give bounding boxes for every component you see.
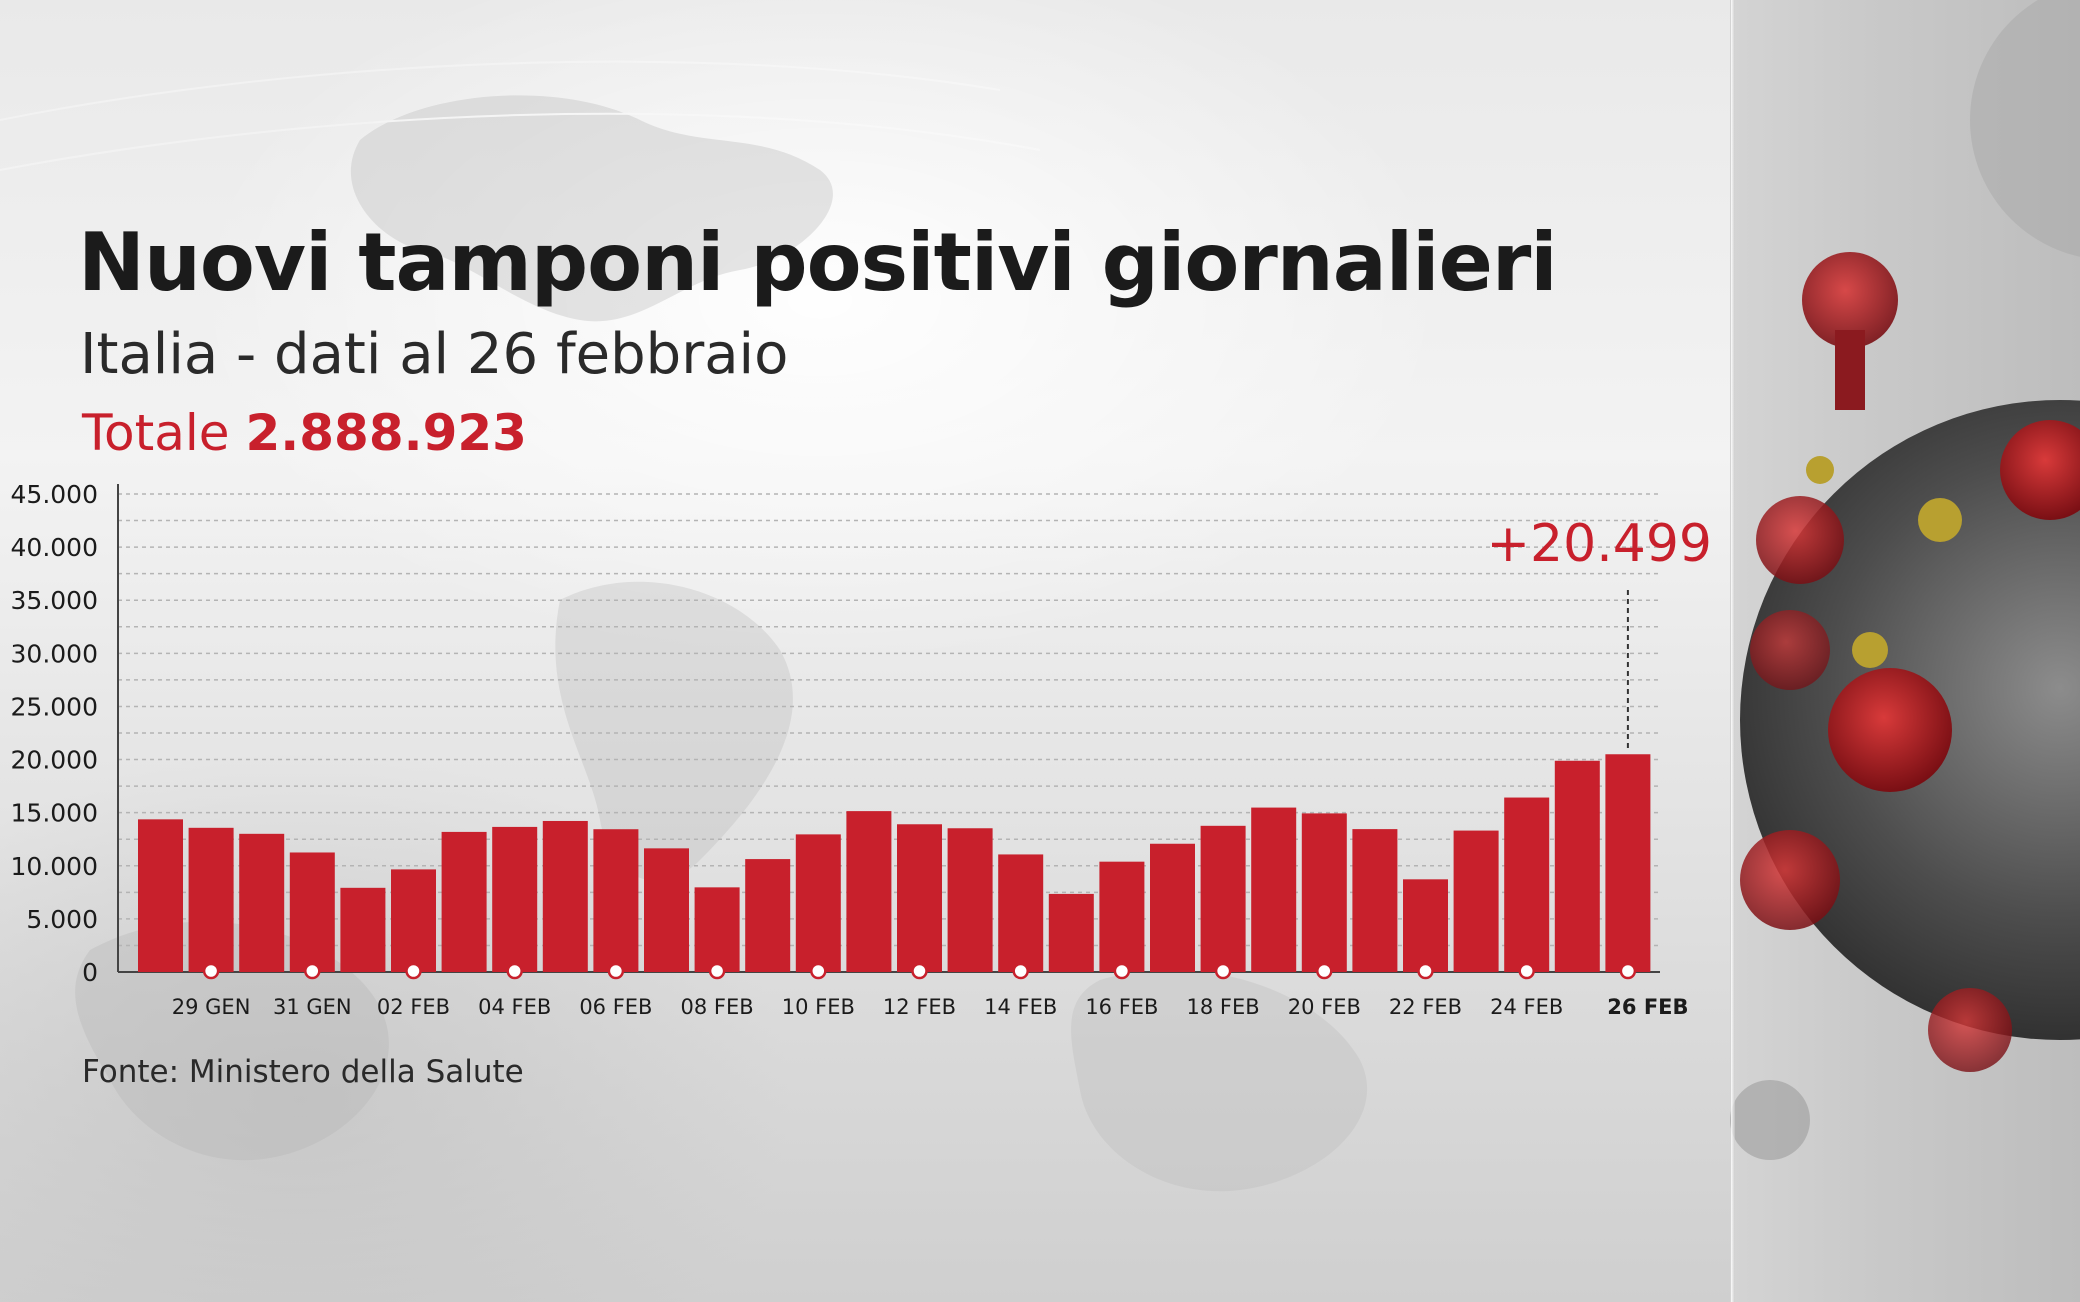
bar-12-feb xyxy=(897,824,942,972)
bar-06-feb xyxy=(593,829,639,972)
x-tick-marker xyxy=(911,962,928,980)
x-tick-label: 18 FEB xyxy=(1187,995,1260,1019)
x-tick-marker xyxy=(1012,962,1029,980)
x-tick-marker xyxy=(202,962,220,980)
y-tick-label: 15.000 xyxy=(11,799,98,828)
bar-10-feb xyxy=(795,834,841,972)
coronavirus-illustration-panel xyxy=(1730,0,2080,1302)
x-tick-marker xyxy=(607,962,625,980)
x-tick-marker xyxy=(506,962,523,980)
bar-26-feb xyxy=(1605,754,1651,972)
bar-28-gen xyxy=(138,819,183,972)
x-tick-label: 22 FEB xyxy=(1389,995,1462,1019)
bar-07-feb xyxy=(644,848,689,972)
y-tick-label: 25.000 xyxy=(11,692,98,721)
y-tick-label: 20.000 xyxy=(11,746,98,775)
y-tick-label: 30.000 xyxy=(11,639,98,668)
x-tick-marker xyxy=(708,962,726,980)
x-tick-label: 31 GEN xyxy=(273,995,352,1019)
bars xyxy=(138,754,1651,972)
latest-value-callout: +20.499 xyxy=(1486,514,1712,574)
bar-20-feb xyxy=(1301,813,1347,972)
bar-08-feb xyxy=(694,887,740,972)
bar-03-feb xyxy=(441,831,487,972)
bar-05-feb xyxy=(542,820,588,972)
background-glow xyxy=(0,0,1740,1302)
bar-31-gen xyxy=(289,852,335,972)
y-axis-tick-labels: 0 5.000 10.000 15.000 20.000 25.000 30.000 35.0… xyxy=(11,480,98,987)
x-tick-marker xyxy=(1214,962,1232,980)
x-tick-marker xyxy=(304,962,321,980)
bar-11-feb xyxy=(846,811,892,972)
y-tick-label: 45.000 xyxy=(11,480,98,509)
x-tick-label: 20 FEB xyxy=(1288,995,1361,1019)
x-tick-label: 10 FEB xyxy=(782,995,855,1019)
y-tick-label: 40.000 xyxy=(11,533,98,562)
x-tick-label: 24 FEB xyxy=(1490,995,1563,1019)
x-tick-marker xyxy=(1417,962,1434,980)
bar-02-feb xyxy=(391,869,436,972)
x-tick-label: 12 FEB xyxy=(883,995,956,1019)
bar-24-feb xyxy=(1504,797,1550,972)
bar-21-feb xyxy=(1352,829,1398,972)
x-tick-label: 04 FEB xyxy=(478,995,551,1019)
x-tick-label: 16 FEB xyxy=(1085,995,1158,1019)
x-tick-label: 06 FEB xyxy=(579,995,652,1019)
x-tick-markers xyxy=(202,962,1637,980)
chart-title: Nuovi tamponi positivi giornalieri xyxy=(78,216,1558,309)
x-tick-label: 08 FEB xyxy=(681,995,754,1019)
y-tick-label: 10.000 xyxy=(11,852,98,881)
x-tick-label: 14 FEB xyxy=(984,995,1057,1019)
bar-15-feb xyxy=(1048,893,1094,972)
x-tick-marker xyxy=(1619,962,1637,980)
bar-19-feb xyxy=(1251,807,1297,972)
bar-23-feb xyxy=(1453,830,1499,972)
y-tick-label: 5.000 xyxy=(26,905,98,934)
bar-30-gen xyxy=(239,833,285,972)
bar-25-feb xyxy=(1554,760,1600,972)
x-tick-marker xyxy=(1316,962,1333,980)
y-tick-label: 35.000 xyxy=(11,586,98,615)
coronavirus-icon xyxy=(1730,0,2080,1160)
x-tick-label: 29 GEN xyxy=(172,995,251,1019)
source-note: Fonte: Ministero della Salute xyxy=(82,1054,524,1090)
bar-18-feb xyxy=(1200,825,1246,972)
x-tick-label: 02 FEB xyxy=(377,995,450,1019)
x-tick-marker xyxy=(1518,962,1535,980)
x-tick-marker xyxy=(1113,962,1131,980)
bar-04-feb xyxy=(492,826,538,972)
bar-17-feb xyxy=(1150,843,1195,972)
panel-divider xyxy=(1731,0,1735,1302)
total-label: Totale xyxy=(82,404,230,462)
bar-29-gen xyxy=(188,827,234,972)
x-tick-label: 26 FEB xyxy=(1607,995,1688,1019)
bar-22-feb xyxy=(1403,879,1448,972)
x-tick-marker xyxy=(810,962,827,980)
bar-01-feb xyxy=(340,887,386,972)
bar-13-feb xyxy=(947,828,993,972)
total-summary: Totale 2.888.923 xyxy=(82,404,527,462)
bar-14-feb xyxy=(998,854,1044,972)
y-tick-label: 0 xyxy=(82,958,98,987)
world-map-background xyxy=(75,95,1368,1192)
bar-16-feb xyxy=(1099,861,1145,972)
x-axis-tick-labels: 29 GEN 31 GEN 02 FEB 04 FEB 06 FEB 08 FEB 10 F… xyxy=(172,995,1689,1019)
total-value: 2.888.923 xyxy=(245,404,527,462)
bar-09-feb xyxy=(745,859,791,972)
x-tick-marker xyxy=(405,962,422,980)
chart-subtitle: Italia - dati al 26 febbraio xyxy=(80,322,789,387)
